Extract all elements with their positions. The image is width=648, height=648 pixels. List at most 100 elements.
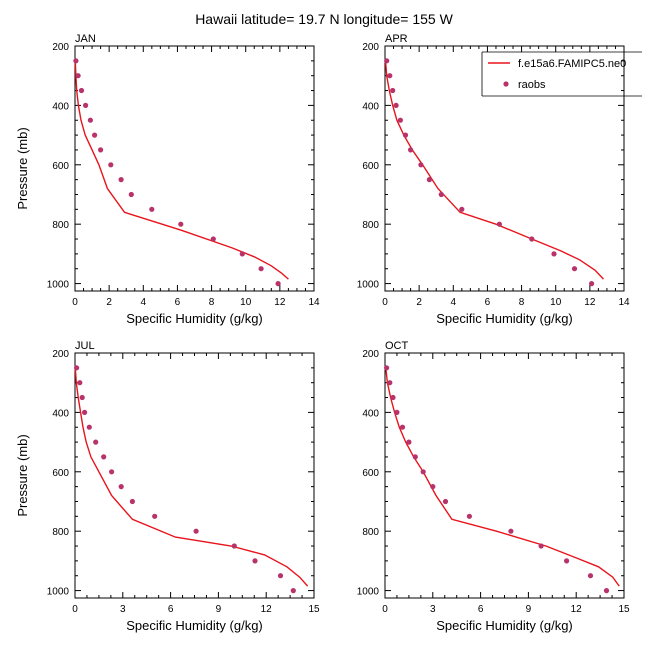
legend-obs-swatch <box>503 81 509 87</box>
panel-title: OCT <box>385 340 409 352</box>
panel-jan: 0 2 4 6 8 10 12 14 200 400 600 800 1000 JAN Specific H… <box>15 33 320 326</box>
raobs-point <box>603 588 610 594</box>
y-tick-label: 1000 <box>47 587 70 598</box>
raobs-point <box>390 394 396 401</box>
x-tick-label: 8 <box>519 297 525 308</box>
raobs-point <box>101 454 107 460</box>
raobs-point <box>394 409 400 415</box>
y-tick-label: 800 <box>52 527 69 538</box>
y-tick-label: 1000 <box>357 587 380 598</box>
raobs-point <box>74 365 80 371</box>
x-tick-label: 6 <box>168 604 174 615</box>
raobs-point <box>406 439 412 445</box>
x-tick-label: 0 <box>72 604 78 615</box>
x-tick-label: 2 <box>106 297 112 308</box>
x-tick-label: 12 <box>584 297 596 308</box>
model-line-jul <box>74 367 309 587</box>
raobs-point <box>77 380 83 386</box>
raobs-point <box>538 543 544 549</box>
raobs-point <box>571 266 578 272</box>
raobs-point <box>258 266 264 272</box>
raobs-point <box>73 58 79 64</box>
raobs-point <box>118 484 124 490</box>
raobs-point <box>178 221 184 227</box>
raobs-point <box>387 380 393 386</box>
raobs-point <box>426 177 432 183</box>
raobs-point <box>387 73 393 79</box>
y-tick-label: 200 <box>52 42 69 53</box>
raobs-point <box>108 162 114 168</box>
raobs-point <box>397 117 403 123</box>
raobs-point <box>551 251 557 257</box>
legend-model-label: f.e15a6.FAMIPC5.ne0 <box>518 58 626 70</box>
y-tick-label: 600 <box>52 161 69 172</box>
raobs-point <box>466 513 472 519</box>
model-line-jan <box>74 60 289 280</box>
y-tick-label: 200 <box>362 349 379 360</box>
raobs-point <box>587 573 594 579</box>
panel-title: APR <box>385 33 408 45</box>
raobs-point <box>75 73 81 79</box>
raobs-point <box>210 236 216 242</box>
y-tick-label: 400 <box>52 408 69 419</box>
plot-frame <box>384 352 625 599</box>
raobs-point <box>239 251 245 257</box>
y-axis-label: Pressure (mb) <box>15 434 30 516</box>
raobs-point <box>393 102 399 108</box>
x-tick-label: 9 <box>526 604 532 615</box>
model-line-apr <box>384 60 605 280</box>
x-tick-label: 0 <box>382 297 388 308</box>
panel-jul: 0 3 6 9 12 15 200 400 600 800 1000 JUL Specific Humi… <box>15 340 320 633</box>
raobs-point <box>529 236 535 242</box>
raobs-point <box>418 162 424 168</box>
raobs-point <box>98 147 104 153</box>
raobs-point <box>390 87 396 94</box>
panel-oct: 0 3 6 9 12 15 200 400 600 800 1000 OCT Specific Humi… <box>357 340 630 633</box>
raobs-point <box>82 409 88 415</box>
x-tick-label: 3 <box>430 604 436 615</box>
y-tick-label: 800 <box>362 220 379 231</box>
x-tick-label: 10 <box>240 297 252 308</box>
y-axis-label: Pressure (mb) <box>15 127 30 209</box>
raobs-point <box>412 454 418 460</box>
x-axis-label: Specific Humidity (g/kg) <box>436 618 573 633</box>
x-tick-label: 14 <box>618 297 630 308</box>
raobs-point <box>384 58 390 64</box>
raobs-point <box>564 558 570 564</box>
raobs-point <box>252 558 258 564</box>
raobs-point <box>290 588 296 594</box>
raobs-point <box>109 469 115 475</box>
x-tick-label: 9 <box>216 604 222 615</box>
plot-frame <box>74 352 315 599</box>
x-tick-label: 8 <box>209 297 215 308</box>
raobs-point <box>86 424 92 430</box>
panel-apr: 0 2 4 6 8 10 12 14 200 400 600 800 1000 APR Specific H… <box>357 33 630 326</box>
x-tick-label: 10 <box>550 297 562 308</box>
raobs-point <box>231 543 237 549</box>
raobs-point <box>384 365 390 371</box>
figure-title: Hawaii latitude= 19.7 N longitude= 155 W <box>195 11 453 27</box>
x-tick-label: 3 <box>120 604 126 615</box>
raobs-point <box>420 469 426 475</box>
model-line-oct <box>385 367 620 587</box>
x-axis-label: Specific Humidity (g/kg) <box>126 618 263 633</box>
raobs-point <box>129 498 135 505</box>
raobs-point <box>508 528 514 534</box>
y-tick-label: 400 <box>362 101 379 112</box>
raobs-point <box>118 177 124 183</box>
raobs-point <box>402 132 409 138</box>
x-tick-label: 4 <box>451 297 457 308</box>
raobs-point <box>589 281 595 287</box>
legend: f.e15a6.FAMIPC5.ne0 raobs <box>481 51 642 97</box>
x-tick-label: 4 <box>141 297 147 308</box>
y-tick-label: 800 <box>362 527 379 538</box>
y-tick-label: 1000 <box>357 280 380 291</box>
x-tick-label: 12 <box>571 604 583 615</box>
raobs-point <box>399 424 406 430</box>
plot-frame <box>74 45 315 292</box>
x-tick-label: 0 <box>382 604 388 615</box>
raobs-point <box>83 102 89 108</box>
raobs-point <box>87 117 93 123</box>
y-tick-label: 200 <box>362 42 379 53</box>
